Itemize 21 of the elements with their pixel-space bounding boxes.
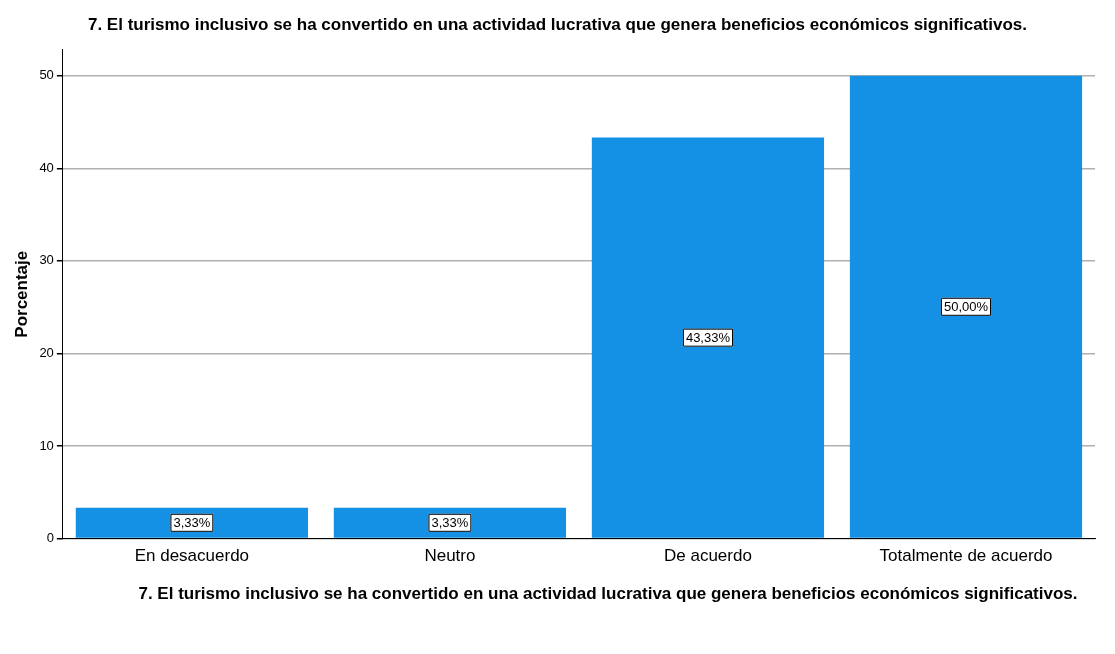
y-axis-title: Porcentaje [11, 250, 31, 338]
data-label: 50,00% [943, 299, 989, 315]
y-tick-label: 50 [39, 67, 54, 83]
y-tick-label: 0 [46, 530, 54, 546]
x-tick-label: Totalmente de acuerdo [879, 546, 1053, 566]
y-tick-label: 40 [39, 159, 54, 175]
y-tick-label: 10 [39, 437, 54, 453]
data-label: 3,33% [431, 515, 469, 531]
x-tick-label: De acuerdo [664, 546, 752, 566]
bar [591, 137, 825, 538]
data-label: 3,33% [173, 515, 211, 531]
bar [333, 507, 567, 538]
x-tick-label: En desacuerdo [134, 546, 250, 566]
bar [75, 507, 308, 538]
x-tick-label: Neutro [424, 546, 476, 566]
y-tick-label: 30 [39, 252, 54, 268]
chart-title: 7. El turismo inclusivo se ha convertido en una actividad lucrativa que genera beneficios económicos significativos. [86, 14, 1029, 34]
data-label: 43,33% [685, 330, 731, 346]
x-axis-title: 7. El turismo inclusivo se ha convertido en una actividad lucrativa que genera beneficios económicos significativos. [138, 584, 1078, 603]
bar [849, 75, 1083, 538]
y-tick-label: 20 [39, 345, 54, 361]
